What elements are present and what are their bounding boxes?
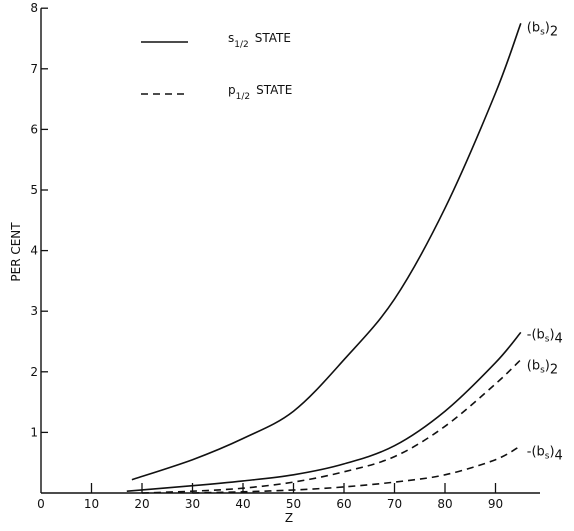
x-tick-label: 20 xyxy=(134,497,149,511)
x-tick-label: 50 xyxy=(286,497,301,511)
curve-label: -(bs)4 xyxy=(527,445,563,464)
y-tick-label: 7 xyxy=(30,62,38,76)
y-tick-label: 1 xyxy=(30,425,38,439)
solid-series-line xyxy=(126,331,522,492)
y-tick-label: 3 xyxy=(30,304,38,318)
legend: s1/2 STATE p1/2 STATE xyxy=(141,31,292,102)
axes xyxy=(40,8,540,494)
x-tick-label: 0 xyxy=(37,497,45,511)
solid-series-line xyxy=(131,23,522,481)
x-tick-label: 10 xyxy=(84,497,99,511)
y-tick-label: 6 xyxy=(30,122,38,136)
x-tick-label: 60 xyxy=(336,497,351,511)
y-tick-label: 4 xyxy=(30,244,38,258)
dashed-series-line xyxy=(141,359,522,494)
curve-label: (bs)2 xyxy=(527,20,558,39)
x-tick-label: 30 xyxy=(185,497,200,511)
y-ticks: 1 2 3 4 5 6 7 8 xyxy=(30,1,48,439)
curve-label: (bs)2 xyxy=(527,359,558,378)
y-tick-label: 5 xyxy=(30,183,38,197)
x-axis-title: Z xyxy=(285,511,293,525)
series-lines xyxy=(126,23,522,494)
curve-label: -(bs)4 xyxy=(527,327,563,346)
y-tick-label: 2 xyxy=(30,365,38,379)
x-tick-label: 80 xyxy=(437,497,452,511)
x-tick-label: 40 xyxy=(235,497,250,511)
legend-label: s1/2 STATE xyxy=(228,31,291,50)
y-tick-label: 8 xyxy=(30,1,38,15)
curve-labels: (bs)2 -(bs)4 (bs)2 -(bs)4 xyxy=(527,20,563,463)
dashed-series-line xyxy=(192,445,522,494)
x-ticks: 0 10 20 30 40 50 60 70 80 90 xyxy=(37,483,503,511)
legend-label: p1/2 STATE xyxy=(228,83,292,102)
x-tick-label: 90 xyxy=(488,497,503,511)
y-axis-title: PER CENT xyxy=(9,222,23,282)
x-tick-label: 70 xyxy=(387,497,402,511)
